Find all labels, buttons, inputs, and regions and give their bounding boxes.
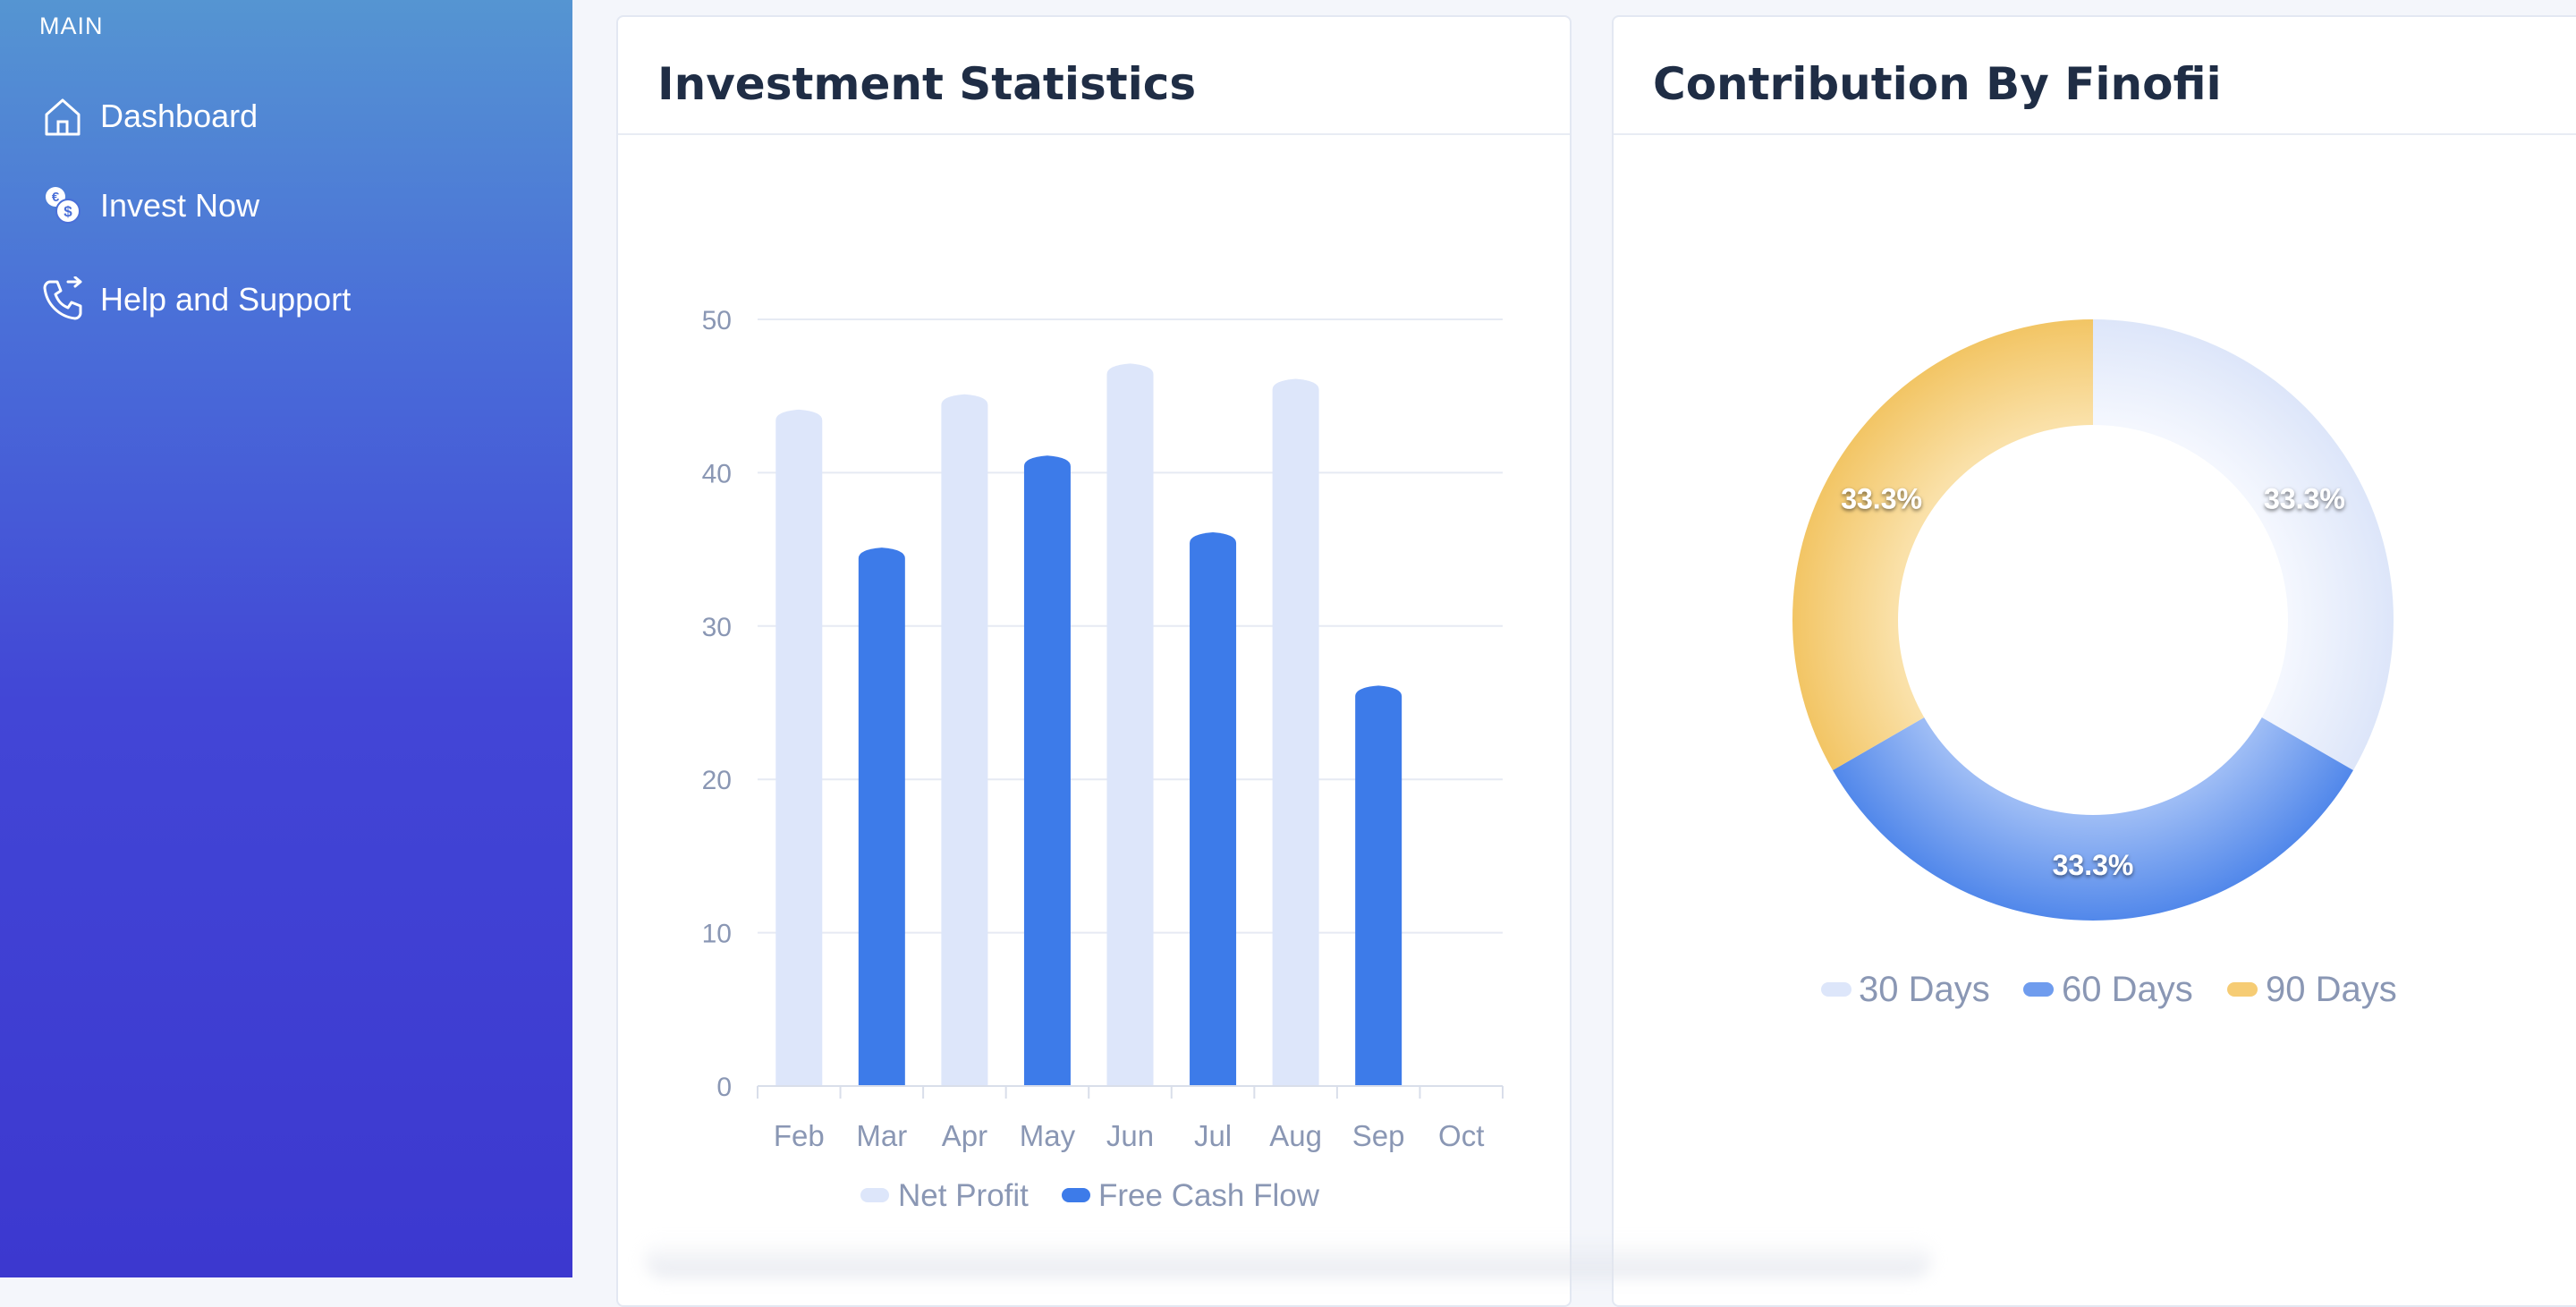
free-cash-flow-bar[interactable]	[1023, 455, 1071, 1086]
x-axis: Feb Mar Apr May Jun Jul Aug Sep Oct	[757, 1085, 1504, 1152]
card-divider	[1614, 133, 2576, 135]
sidebar-item-label: Invest Now	[100, 187, 260, 224]
investment-statistics-card: Investment Statistics	[616, 15, 1572, 1307]
net-profit-bar[interactable]	[775, 409, 823, 1087]
legend-swatch	[2023, 982, 2054, 997]
sidebar: MAIN Dashboard € $ Invest Now	[0, 0, 572, 1277]
free-cash-flow-bar[interactable]	[1190, 531, 1237, 1086]
card-divider	[618, 133, 1570, 135]
x-tick-label: Aug	[1269, 1119, 1322, 1152]
y-tick-label: 20	[702, 766, 732, 795]
donut-slice[interactable]	[1833, 717, 2353, 921]
free-cash-flow-bar[interactable]	[858, 547, 905, 1086]
x-tick-label: Jul	[1194, 1119, 1232, 1152]
donut-slice[interactable]	[1792, 319, 2093, 770]
sidebar-item-label: Dashboard	[100, 98, 258, 134]
x-tick-label: Mar	[856, 1119, 907, 1152]
donut-legend[interactable]: 30 Days 60 Days 90 Days	[1821, 970, 2397, 1009]
legend-label[interactable]: 90 Days	[2266, 970, 2397, 1009]
x-tick-label: Jun	[1106, 1119, 1154, 1152]
sidebar-item-invest-now[interactable]: € $ Invest Now	[39, 179, 259, 233]
svg-text:$: $	[64, 203, 72, 220]
legend-label[interactable]: 60 Days	[2062, 970, 2193, 1009]
y-tick-label: 10	[702, 920, 732, 949]
sidebar-item-label: Help and Support	[100, 281, 352, 318]
x-tick-label: Oct	[1438, 1119, 1484, 1152]
donut-value-labels: 33.3% 33.3% 33.3%	[1841, 483, 2345, 882]
bottom-shadow	[644, 1239, 1932, 1277]
home-icon	[39, 93, 86, 140]
y-tick-label: 0	[716, 1073, 732, 1102]
legend-swatch	[860, 1188, 889, 1202]
sidebar-item-dashboard[interactable]: Dashboard	[39, 89, 258, 143]
sidebar-item-help-and-support[interactable]: Help and Support	[39, 273, 351, 327]
donut-slice[interactable]	[2093, 319, 2394, 770]
legend-label[interactable]: Net Profit	[898, 1178, 1029, 1213]
free-cash-flow-bar[interactable]	[1355, 685, 1402, 1086]
y-tick-label: 30	[702, 613, 732, 642]
chart-legend[interactable]: Net Profit Free Cash Flow	[860, 1178, 1320, 1213]
card-title: Investment Statistics	[657, 58, 1197, 110]
x-tick-label: Feb	[774, 1119, 825, 1152]
y-axis-ticks: 0 10 20 30 40 50	[702, 306, 732, 1102]
chart-bars	[775, 363, 1402, 1087]
contribution-card: Contribution By Finofii	[1612, 15, 2576, 1307]
sidebar-section-title: MAIN	[39, 13, 104, 39]
donut-value-label: 33.3%	[1841, 483, 1922, 515]
legend-swatch	[2227, 982, 2258, 997]
y-tick-label: 50	[702, 306, 732, 335]
x-tick-label: Apr	[942, 1119, 987, 1152]
svg-text:€: €	[52, 190, 60, 205]
legend-swatch	[1062, 1188, 1090, 1202]
net-profit-bar[interactable]	[1272, 378, 1319, 1086]
card-title: Contribution By Finofii	[1653, 58, 2222, 110]
net-profit-bar[interactable]	[1106, 363, 1154, 1086]
legend-label[interactable]: Free Cash Flow	[1098, 1178, 1320, 1213]
x-tick-label: Sep	[1352, 1119, 1405, 1152]
legend-label[interactable]: 30 Days	[1859, 970, 1990, 1009]
donut-value-label: 33.3%	[2053, 849, 2134, 881]
phone-icon	[39, 276, 86, 323]
x-tick-label: May	[1020, 1119, 1076, 1152]
donut-value-label: 33.3%	[2264, 483, 2345, 515]
contribution-donut-chart	[1792, 319, 2394, 921]
legend-swatch	[1821, 982, 1852, 997]
coins-icon: € $	[39, 182, 86, 229]
y-tick-label: 40	[702, 459, 732, 488]
net-profit-bar[interactable]	[941, 394, 988, 1086]
